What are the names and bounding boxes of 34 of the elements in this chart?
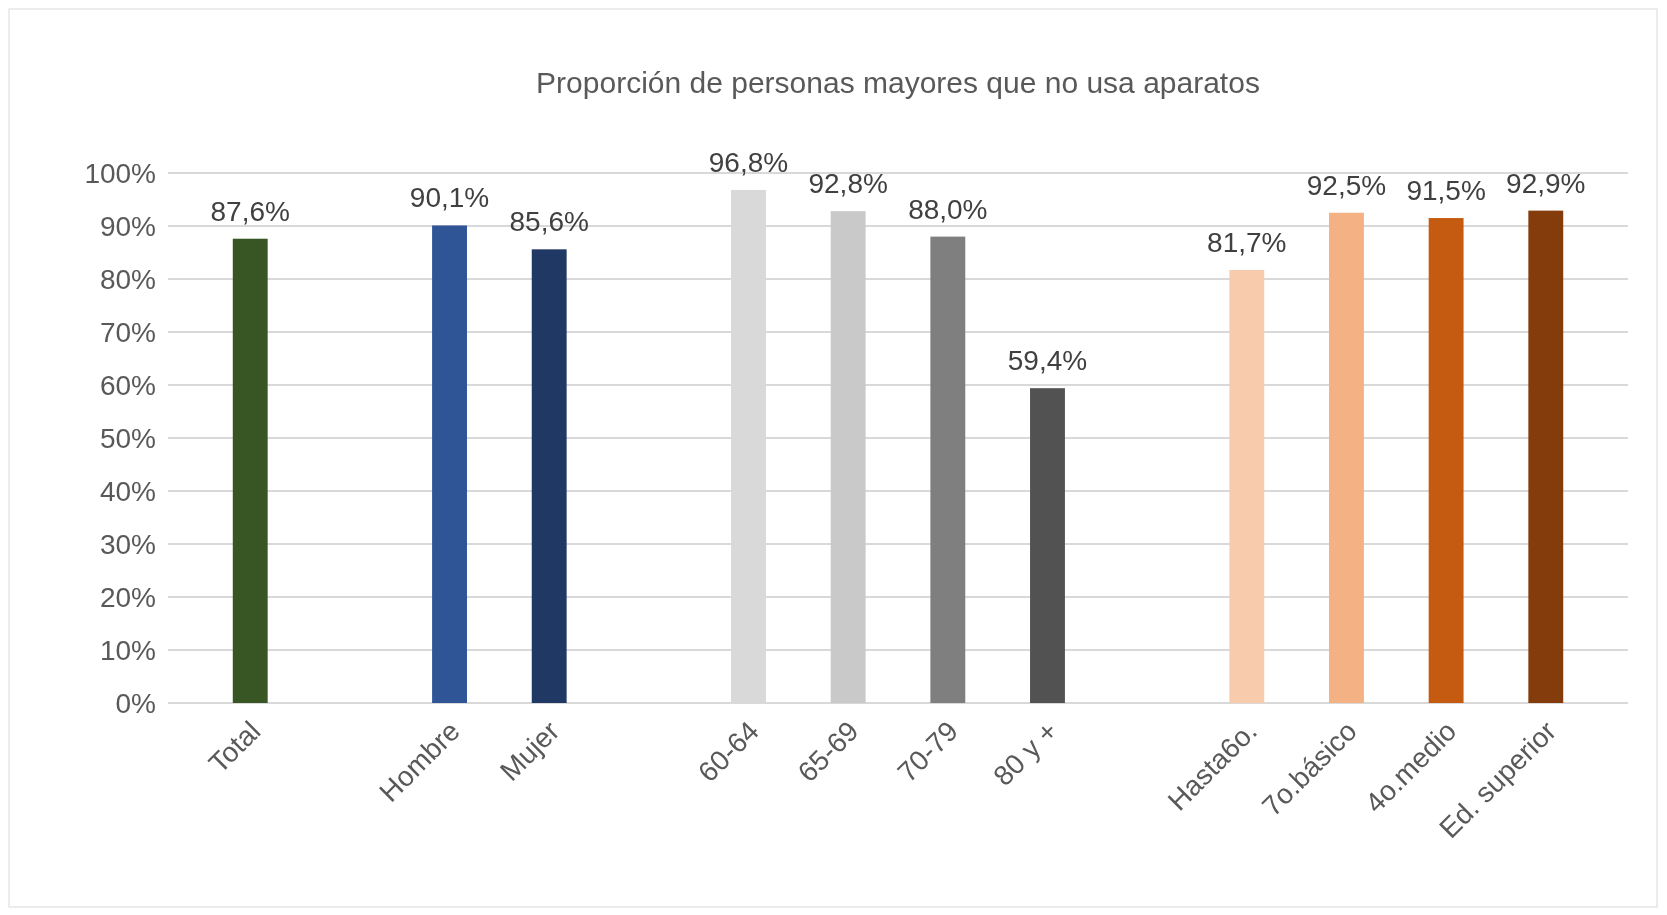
bar [432,225,467,703]
bar [1229,269,1265,703]
bar [930,236,966,703]
data-label: 81,7% [1207,226,1287,258]
data-label: 88,0% [908,193,988,225]
data-label: 92,9% [1506,167,1586,199]
y-tick-label: 50% [99,422,156,454]
data-label: 92,5% [1306,169,1387,201]
bar [1030,388,1065,703]
x-tick-label: 80 y + [987,715,1064,792]
y-tick-label: 70% [99,316,156,348]
y-tick-label: 30% [99,528,156,560]
data-label: 92,8% [808,168,888,200]
data-label: 87,6% [210,195,290,227]
bar [232,238,268,703]
y-tick-label: 80% [99,263,156,295]
y-tick-label: 90% [99,210,156,242]
y-tick-label: 10% [99,634,156,666]
bar [1329,212,1364,703]
y-tick-label: 100% [84,157,156,189]
data-label: 59,4% [1007,345,1088,377]
data-label: 96,8% [708,146,789,178]
data-label: 91,5% [1406,175,1486,207]
y-tick-label: 0% [115,687,156,719]
y-tick-label: 60% [99,369,156,401]
data-label: 90,1% [409,182,490,214]
bar [1428,218,1464,703]
data-label: 85,6% [509,206,589,238]
bar [1528,210,1564,703]
bar [830,211,866,703]
bar [531,249,567,703]
chart-title: Proporción de personas mayores que no usa aparatos [536,66,1260,99]
y-tick-label: 20% [99,581,156,613]
y-tick-label: 40% [99,475,156,507]
